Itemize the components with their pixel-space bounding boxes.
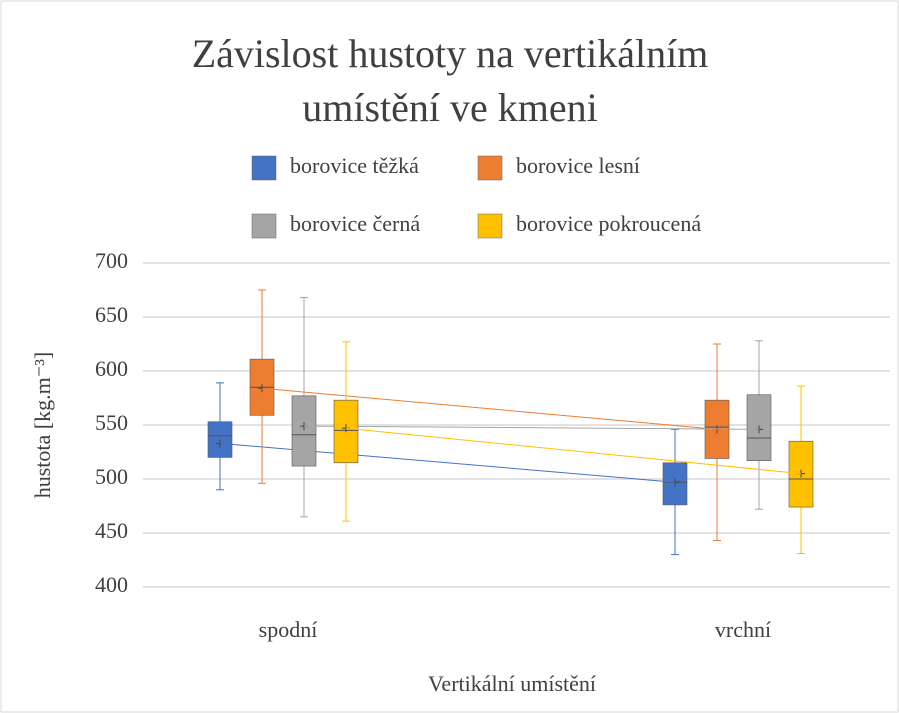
y-tick-label: 700 [95, 248, 128, 273]
mean-line [345, 427, 802, 475]
chart-title: Závislost hustoty na vertikálním [192, 31, 709, 76]
legend-label: borovice pokroucená [516, 211, 701, 236]
legend-label: borovice těžká [290, 153, 419, 178]
x-tick-label: vrchní [715, 617, 771, 642]
legend-swatch [477, 213, 503, 239]
y-tick-label: 450 [95, 518, 128, 543]
legend-swatch [251, 213, 277, 239]
legend-label: borovice lesní [516, 153, 640, 178]
legend-swatch [477, 155, 503, 181]
x-axis-label: Vertikální umístění [428, 671, 596, 696]
legend-swatch [251, 155, 277, 181]
x-tick-label: spodní [259, 617, 318, 642]
mean-line [303, 425, 760, 430]
y-tick-label: 400 [95, 572, 128, 597]
y-tick-label: 650 [95, 302, 128, 327]
box [291, 395, 317, 467]
mean-line [261, 387, 718, 430]
legend-label: borovice černá [290, 211, 420, 236]
y-tick-label: 600 [95, 356, 128, 381]
y-axis-label: hustota [kg.m⁻³] [30, 352, 55, 499]
y-tick-label: 550 [95, 410, 128, 435]
y-tick-label: 500 [95, 464, 128, 489]
chart-title: umístění ve kmeni [302, 85, 598, 130]
